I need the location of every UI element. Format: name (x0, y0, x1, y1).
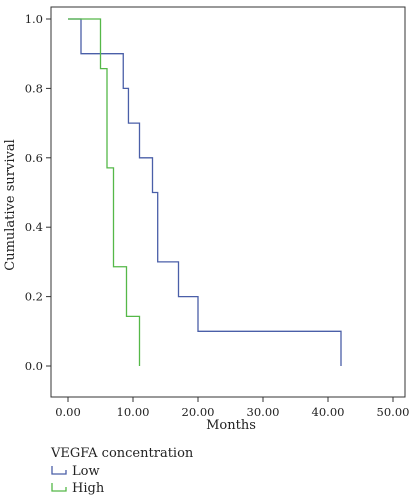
x-axis-ticks: 0.00 10.00 20.00 30.00 40.00 50.00 (55, 397, 409, 419)
legend-symbol (51, 483, 67, 492)
legend-title: VEGFA concentration (50, 446, 194, 461)
y-tick-label: 0.6 (25, 151, 43, 165)
legend-symbol (51, 466, 67, 475)
y-tick-label: 0.0 (25, 359, 43, 373)
legend-entries: Low High (51, 464, 105, 496)
series-layer (68, 18, 342, 366)
series-line-low (68, 18, 342, 366)
legend-entry-high: High (51, 481, 105, 496)
x-tick-label: 20.00 (182, 405, 215, 419)
legend-label: High (72, 481, 105, 496)
x-tick-label: 50.00 (377, 405, 410, 419)
x-tick-label: 40.00 (312, 405, 345, 419)
series-line-high (68, 18, 141, 366)
y-tick-label: 0.8 (25, 81, 43, 95)
legend-label: Low (72, 464, 100, 479)
y-tick-label: 1.0 (25, 12, 43, 26)
x-axis-title: Months (206, 418, 256, 433)
y-axis-title: Cumulative survival (3, 139, 18, 271)
x-tick-label: 10.00 (117, 405, 150, 419)
y-tick-label: 0.2 (25, 290, 43, 304)
y-tick-label: 0.4 (25, 220, 43, 234)
x-tick-label: 30.00 (247, 405, 280, 419)
y-axis-ticks: 0.0 0.2 0.4 0.6 0.8 1.0 (25, 12, 51, 373)
plot-frame (50, 6, 406, 398)
legend-entry-low: Low (51, 464, 100, 479)
x-tick-label: 0.00 (55, 405, 81, 419)
legend: VEGFA concentration Low High (50, 446, 194, 496)
